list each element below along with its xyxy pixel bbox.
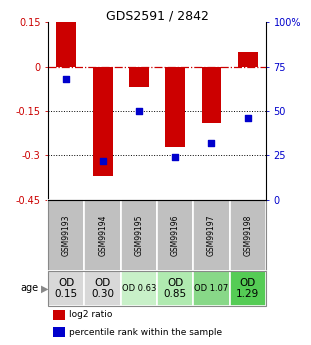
Bar xyxy=(165,67,185,147)
Bar xyxy=(121,270,157,306)
Bar xyxy=(238,52,258,67)
Bar xyxy=(202,67,221,123)
Text: GSM99196: GSM99196 xyxy=(171,215,180,256)
Bar xyxy=(193,200,230,270)
Text: log2 ratio: log2 ratio xyxy=(69,310,112,319)
Bar xyxy=(53,310,65,319)
Point xyxy=(137,108,142,114)
Point xyxy=(245,115,250,121)
Bar xyxy=(230,270,266,306)
Point xyxy=(100,158,105,164)
Point xyxy=(64,76,69,82)
Text: percentile rank within the sample: percentile rank within the sample xyxy=(69,328,222,337)
Title: GDS2591 / 2842: GDS2591 / 2842 xyxy=(106,9,208,22)
Bar xyxy=(129,67,149,87)
Text: OD 0.63: OD 0.63 xyxy=(122,284,156,293)
Text: age: age xyxy=(21,283,39,293)
Bar xyxy=(230,200,266,270)
Text: OD
0.30: OD 0.30 xyxy=(91,278,114,299)
Text: OD
0.15: OD 0.15 xyxy=(55,278,78,299)
Text: GSM99198: GSM99198 xyxy=(243,215,252,256)
Point xyxy=(209,140,214,146)
Point xyxy=(173,155,178,160)
Text: OD
1.29: OD 1.29 xyxy=(236,278,259,299)
Bar xyxy=(157,200,193,270)
Bar xyxy=(157,270,193,306)
Bar xyxy=(53,327,65,337)
Text: GSM99195: GSM99195 xyxy=(134,215,143,256)
Bar xyxy=(85,270,121,306)
Text: OD
0.85: OD 0.85 xyxy=(164,278,187,299)
Text: OD 1.07: OD 1.07 xyxy=(194,284,229,293)
Bar xyxy=(85,200,121,270)
Bar xyxy=(48,270,85,306)
Bar xyxy=(56,22,76,67)
Text: ▶: ▶ xyxy=(41,283,49,293)
Bar xyxy=(121,200,157,270)
Bar xyxy=(48,200,85,270)
Bar xyxy=(193,270,230,306)
Text: GSM99194: GSM99194 xyxy=(98,215,107,256)
Text: GSM99193: GSM99193 xyxy=(62,215,71,256)
Bar xyxy=(93,67,113,176)
Text: GSM99197: GSM99197 xyxy=(207,215,216,256)
